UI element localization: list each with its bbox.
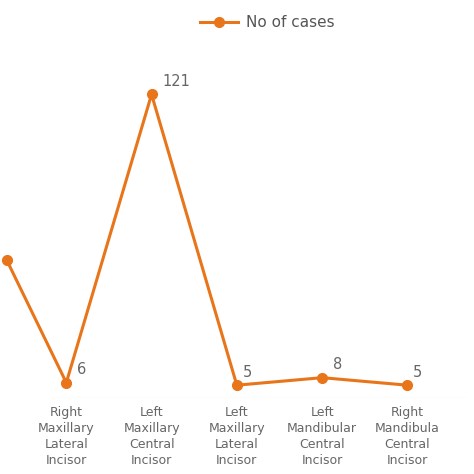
No of cases bbox=[319, 375, 325, 381]
Text: 5: 5 bbox=[413, 365, 422, 380]
No of cases bbox=[64, 380, 69, 385]
Text: 121: 121 bbox=[163, 74, 191, 89]
No of cases bbox=[4, 257, 9, 263]
Legend: No of cases: No of cases bbox=[194, 9, 341, 36]
Line: No of cases: No of cases bbox=[2, 90, 412, 390]
Text: 8: 8 bbox=[333, 357, 342, 372]
Text: 5: 5 bbox=[242, 365, 252, 380]
No of cases bbox=[234, 383, 240, 388]
Text: 6: 6 bbox=[77, 362, 87, 377]
No of cases bbox=[149, 91, 155, 97]
No of cases bbox=[404, 383, 410, 388]
